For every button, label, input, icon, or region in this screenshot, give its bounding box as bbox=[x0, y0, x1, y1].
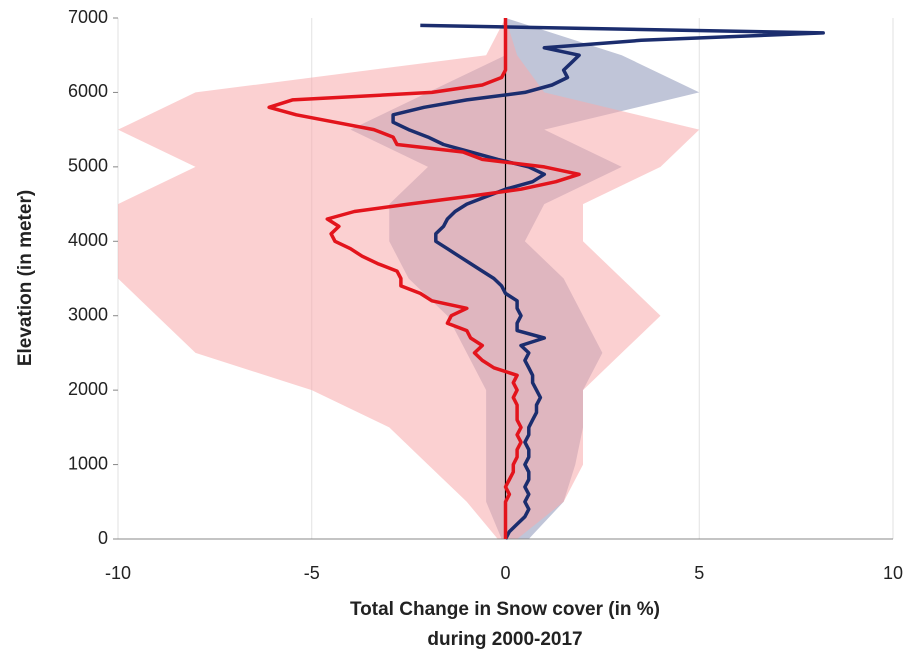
y-tick-label: 4000 bbox=[68, 230, 108, 250]
x-axis-title: during 2000-2017 bbox=[427, 629, 582, 650]
y-tick-label: 6000 bbox=[68, 81, 108, 101]
x-axis-title: Total Change in Snow cover (in %) bbox=[350, 599, 660, 620]
x-tick-label: -10 bbox=[105, 563, 131, 583]
y-tick-label: 7000 bbox=[68, 7, 108, 27]
y-tick-label: 1000 bbox=[68, 453, 108, 473]
series-line bbox=[391, 23, 825, 540]
spread-area bbox=[118, 18, 700, 539]
y-tick-label: 3000 bbox=[68, 304, 108, 324]
x-tick-label: -5 bbox=[304, 563, 320, 583]
x-tick-label: 5 bbox=[694, 563, 704, 583]
x-tick-label: 0 bbox=[500, 563, 510, 583]
y-axis-title: Elevation (in meter) bbox=[15, 190, 36, 366]
y-tick-label: 2000 bbox=[68, 379, 108, 399]
y-tick-label: 0 bbox=[98, 528, 108, 548]
series-line bbox=[267, 18, 581, 539]
x-tick-label: 10 bbox=[883, 563, 903, 583]
y-tick-label: 5000 bbox=[68, 156, 108, 176]
